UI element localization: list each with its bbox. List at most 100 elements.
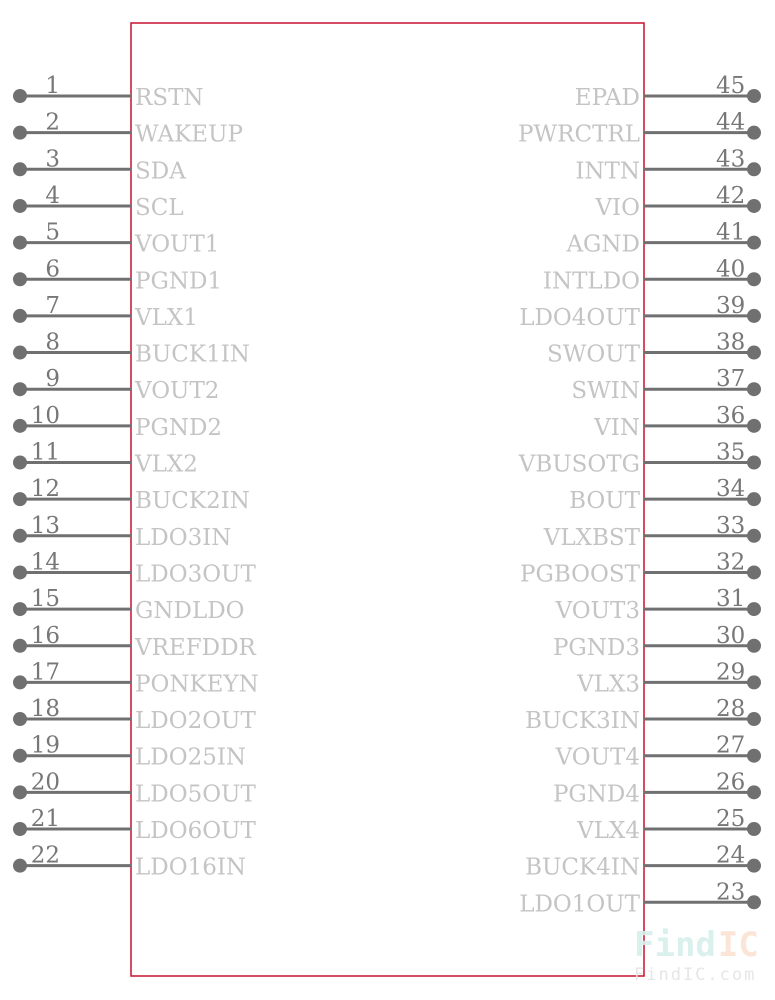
pin-label: BUCK3IN bbox=[525, 708, 640, 734]
pin-12: 12 BUCK2IN bbox=[13, 476, 250, 514]
pin-terminal bbox=[747, 89, 761, 103]
pin-label: VIN bbox=[593, 415, 640, 441]
pin-label: VOUT2 bbox=[134, 378, 219, 404]
pin-number: 20 bbox=[31, 769, 60, 795]
pin-terminal bbox=[747, 382, 761, 397]
pin-1: 1 RSTN bbox=[13, 73, 204, 111]
pin-label: VBUSOTG bbox=[518, 452, 640, 478]
pin-number: 42 bbox=[716, 183, 745, 209]
pin-terminal bbox=[747, 198, 761, 213]
pin-44: 44 PWRCTRL bbox=[518, 110, 761, 148]
pin-number: 29 bbox=[716, 659, 745, 685]
pin-number: 3 bbox=[45, 146, 60, 172]
pin-17: 17 PONKEYN bbox=[13, 659, 259, 697]
watermark-url: FindIC.com bbox=[634, 965, 756, 985]
pin-terminal bbox=[13, 308, 27, 323]
pin-35: 35 VBUSOTG bbox=[518, 440, 761, 478]
pin-terminal bbox=[747, 565, 761, 580]
pin-label: EPAD bbox=[575, 85, 640, 111]
pin-label: PONKEYN bbox=[135, 671, 259, 697]
pin-number: 39 bbox=[716, 293, 745, 319]
pin-45: 45 EPAD bbox=[575, 73, 761, 111]
pin-label: BUCK4IN bbox=[525, 855, 640, 881]
pin-terminal bbox=[13, 858, 27, 873]
pin-terminal bbox=[13, 602, 27, 617]
pin-number: 24 bbox=[716, 843, 745, 869]
pin-terminal bbox=[13, 345, 27, 360]
pin-label: VOUT4 bbox=[555, 745, 640, 771]
pin-terminal bbox=[13, 162, 27, 177]
pin-number: 23 bbox=[716, 879, 745, 905]
pin-22: 22 LDO16IN bbox=[13, 843, 246, 881]
pin-number: 14 bbox=[31, 549, 60, 575]
pin-label: RSTN bbox=[135, 85, 204, 111]
pin-25: 25 VLX4 bbox=[576, 806, 761, 844]
pin-terminal bbox=[13, 822, 27, 836]
pin-label: PGND2 bbox=[135, 415, 222, 441]
pin-terminal bbox=[747, 675, 761, 690]
pin-label: AGND bbox=[565, 232, 640, 258]
pin-number: 21 bbox=[31, 806, 60, 832]
pin-38: 38 SWOUT bbox=[547, 330, 761, 368]
pin-terminal bbox=[747, 858, 761, 873]
pin-label: WAKEUP bbox=[135, 122, 243, 148]
pin-20: 20 LDO5OUT bbox=[13, 769, 256, 807]
pin-label: VLXBST bbox=[543, 525, 641, 551]
pin-terminal bbox=[747, 455, 761, 470]
pin-number: 31 bbox=[716, 586, 745, 612]
pin-label: LDO2OUT bbox=[135, 708, 256, 734]
pin-number: 34 bbox=[716, 476, 745, 502]
pin-label: SDA bbox=[135, 158, 186, 184]
pin-number: 26 bbox=[716, 769, 745, 795]
pin-30: 30 PGND3 bbox=[553, 623, 761, 661]
pin-6: 6 PGND1 bbox=[13, 256, 222, 294]
pin-label: PGND4 bbox=[553, 781, 640, 807]
pin-terminal bbox=[747, 235, 761, 250]
pin-label: BUCK1IN bbox=[135, 342, 250, 368]
pin-33: 33 VLXBST bbox=[543, 513, 761, 551]
pin-number: 6 bbox=[45, 256, 60, 282]
pin-42: 42 VIO bbox=[594, 183, 761, 221]
pin-terminal bbox=[13, 492, 27, 507]
pin-29: 29 VLX3 bbox=[576, 659, 761, 697]
watermark: Find IC FindIC.com bbox=[634, 925, 759, 985]
pin-label: SCL bbox=[135, 195, 184, 221]
pin-7: 7 VLX1 bbox=[13, 293, 198, 331]
pin-number: 43 bbox=[716, 146, 745, 172]
pin-9: 9 VOUT2 bbox=[13, 366, 219, 404]
pin-label: VLX3 bbox=[576, 671, 640, 697]
pin-terminal bbox=[747, 272, 761, 287]
pin-number: 38 bbox=[716, 330, 745, 356]
pin-number: 11 bbox=[31, 440, 60, 466]
pin-32: 32 PGBOOST bbox=[520, 549, 761, 587]
pin-number: 37 bbox=[716, 366, 745, 392]
pin-15: 15 GNDLDO bbox=[13, 586, 245, 624]
watermark-find: Find bbox=[634, 925, 716, 965]
pin-18: 18 LDO2OUT bbox=[13, 696, 256, 734]
pin-terminal bbox=[747, 492, 761, 507]
pin-number: 12 bbox=[31, 476, 60, 502]
pin-number: 17 bbox=[31, 659, 60, 685]
pin-5: 5 VOUT1 bbox=[13, 220, 219, 258]
pin-label: VOUT1 bbox=[134, 232, 219, 258]
pin-number: 18 bbox=[31, 696, 60, 722]
pin-39: 39 LDO4OUT bbox=[519, 293, 761, 331]
pin-41: 41 AGND bbox=[565, 220, 761, 258]
pin-14: 14 LDO3OUT bbox=[13, 549, 256, 587]
pin-13: 13 LDO3IN bbox=[13, 513, 231, 551]
pin-21: 21 LDO6OUT bbox=[13, 806, 256, 844]
pin-terminal bbox=[747, 748, 761, 763]
pin-label: VREFDDR bbox=[134, 635, 257, 661]
pin-terminal bbox=[13, 785, 27, 800]
pin-3: 3 SDA bbox=[13, 146, 186, 184]
pin-number: 27 bbox=[716, 733, 745, 759]
pin-number: 15 bbox=[31, 586, 60, 612]
pin-2: 2 WAKEUP bbox=[13, 110, 243, 148]
pin-11: 11 VLX2 bbox=[13, 440, 198, 478]
pin-terminal bbox=[13, 712, 27, 727]
pin-terminal bbox=[13, 272, 27, 287]
pin-label: PGBOOST bbox=[520, 561, 641, 587]
pin-terminal bbox=[747, 308, 761, 323]
pin-terminal bbox=[747, 125, 761, 140]
